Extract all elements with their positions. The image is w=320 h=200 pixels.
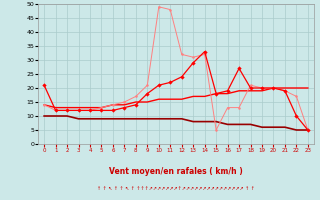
Text: ↑ ↑ ↖ ↑ ↑ ↖ ↑ ↑↑↑↗↗↗↗↗↗↗↑↗↗↗↗↗↗↗↗↗↗↗↗↗↗↗ ↑ ↑: ↑ ↑ ↖ ↑ ↑ ↖ ↑ ↑↑↑↗↗↗↗↗↗↗↑↗↗↗↗↗↗↗↗↗↗↗↗↗↗↗… (97, 186, 255, 191)
X-axis label: Vent moyen/en rafales ( km/h ): Vent moyen/en rafales ( km/h ) (109, 167, 243, 176)
